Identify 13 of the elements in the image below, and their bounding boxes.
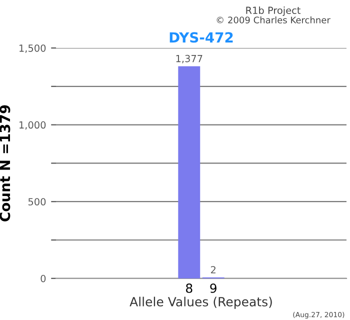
y-tick-label: 1,500 [20,44,46,53]
text: R1b Project [246,6,300,16]
text: © 2009 Charles Kerchner [216,16,330,24]
y-tick-label: 500 [28,198,46,206]
x-tick-label: 9 [210,283,216,293]
x-tick-label: 8 [186,283,192,293]
x-axis-title: Allele Values (Repeats) [130,296,272,309]
y-tick-label: 0 [40,274,46,282]
y-axis-title: Count N =1379 [0,105,10,222]
chart-title: DYS-472 [170,32,233,43]
data-label: 1,377 [176,54,202,64]
data-label: 2 [210,266,216,274]
y-tick-label: 1,000 [20,121,46,130]
